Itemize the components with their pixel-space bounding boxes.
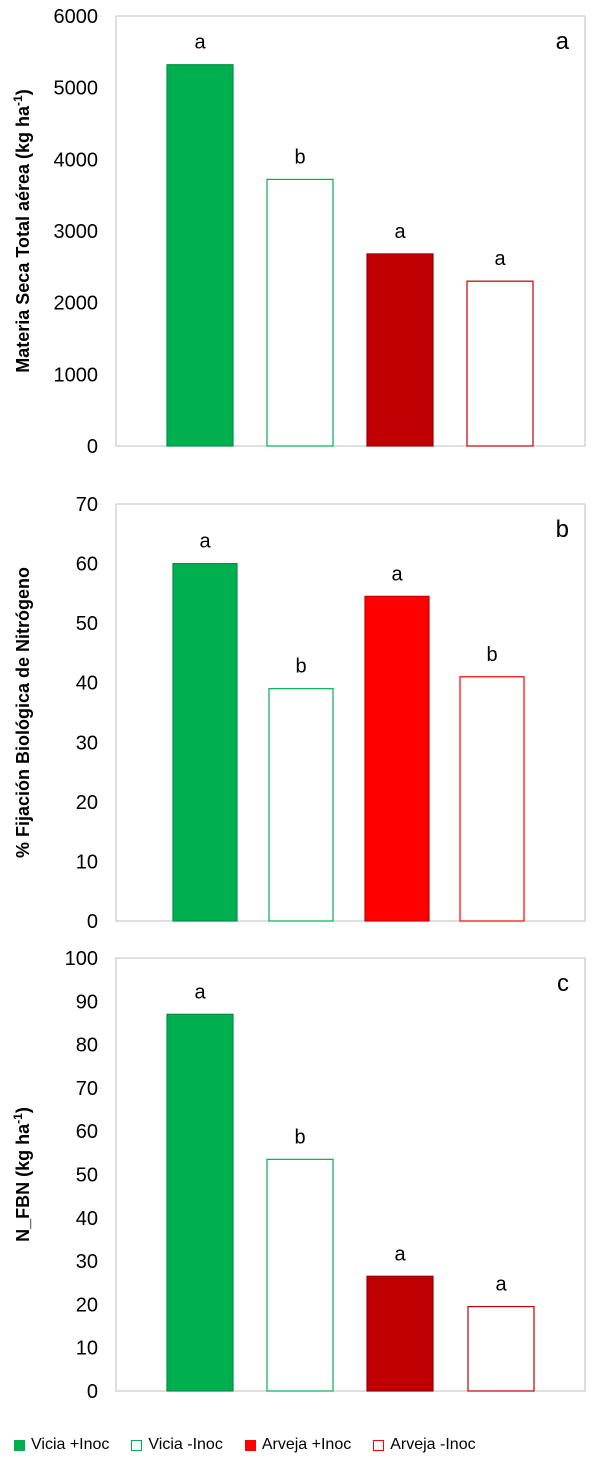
y-tick-label-c: 20 bbox=[76, 1294, 98, 1316]
legend-item-arveja-no-inoc: Arveja -Inoc bbox=[373, 1436, 476, 1454]
y-tick-label-c: 50 bbox=[76, 1165, 98, 1187]
y-tick-label-b: 20 bbox=[76, 792, 98, 814]
panel-label-c: c bbox=[557, 970, 569, 997]
significance-letter-b-4: b bbox=[486, 644, 497, 666]
significance-letter-b-2: b bbox=[295, 656, 306, 678]
y-tick-label-c: 0 bbox=[87, 1381, 98, 1403]
panel-label-a: a bbox=[556, 28, 570, 55]
y-tick-label-a: 0 bbox=[87, 436, 98, 458]
y-axis-label-a: Materia Seca Total aérea (kg ha-1) bbox=[11, 89, 33, 372]
legend-swatch-arveja-no-inoc bbox=[373, 1439, 385, 1451]
significance-letter-c-2: b bbox=[294, 1126, 305, 1148]
y-tick-label-b: 30 bbox=[76, 732, 98, 754]
bar-a-4 bbox=[466, 280, 534, 447]
chart-legend: Vicia +Inoc Vicia -Inoc Arveja +Inoc Arv… bbox=[14, 1430, 600, 1460]
y-tick-label-c: 10 bbox=[76, 1338, 98, 1360]
bar-b-4 bbox=[459, 676, 525, 922]
significance-letter-a-2: b bbox=[294, 146, 305, 168]
significance-letter-b-3: a bbox=[391, 563, 403, 585]
significance-letter-c-4: a bbox=[495, 1274, 507, 1296]
y-tick-label-c: 70 bbox=[76, 1078, 98, 1100]
plot-frame-c bbox=[115, 957, 586, 1392]
y-tick-label-a: 5000 bbox=[54, 78, 99, 100]
legend-label-arveja-inoc: Arveja +Inoc bbox=[261, 1436, 352, 1453]
y-tick-label-c: 90 bbox=[76, 991, 98, 1013]
y-axis-label-c: N_FBN (kg ha-1) bbox=[11, 1107, 33, 1242]
y-tick-label-c: 100 bbox=[65, 948, 98, 970]
y-tick-label-b: 10 bbox=[76, 851, 98, 873]
bar-b-1 bbox=[172, 562, 238, 922]
bar-c-3 bbox=[366, 1275, 434, 1392]
legend-item-vicia-inoc: Vicia +Inoc bbox=[14, 1436, 109, 1454]
y-tick-label-b: 70 bbox=[76, 494, 98, 516]
legend-swatch-vicia-no-inoc bbox=[131, 1439, 143, 1451]
y-tick-label-c: 60 bbox=[76, 1121, 98, 1143]
legend-item-vicia-no-inoc: Vicia -Inoc bbox=[131, 1436, 223, 1454]
plot-frame-b bbox=[115, 503, 586, 922]
y-tick-label-a: 6000 bbox=[54, 6, 99, 28]
bar-b-3 bbox=[364, 595, 430, 922]
y-tick-label-b: 40 bbox=[76, 673, 98, 695]
y-tick-label-a: 2000 bbox=[54, 293, 99, 315]
panel-label-b: b bbox=[556, 516, 569, 543]
significance-letter-a-3: a bbox=[394, 221, 406, 243]
y-tick-label-b: 0 bbox=[87, 911, 98, 933]
legend-label-arveja-no-inoc: Arveja -Inoc bbox=[390, 1436, 476, 1453]
legend-label-vicia-inoc: Vicia +Inoc bbox=[31, 1436, 110, 1453]
y-tick-label-a: 4000 bbox=[54, 149, 99, 171]
y-tick-label-a: 1000 bbox=[54, 364, 99, 386]
plot-frame-a bbox=[115, 15, 586, 447]
y-tick-label-b: 60 bbox=[76, 554, 98, 576]
significance-letter-c-1: a bbox=[194, 981, 206, 1003]
bar-b-2 bbox=[268, 688, 334, 922]
legend-label-vicia-no-inoc: Vicia -Inoc bbox=[148, 1436, 223, 1453]
y-tick-label-c: 40 bbox=[76, 1208, 98, 1230]
y-tick-label-b: 50 bbox=[76, 613, 98, 635]
y-tick-label-c: 30 bbox=[76, 1251, 98, 1273]
significance-letter-a-1: a bbox=[194, 32, 206, 54]
legend-swatch-vicia-inoc bbox=[14, 1439, 25, 1451]
y-axis-label-b: % Fijación Biológica de Nitrógeno bbox=[13, 567, 33, 858]
bar-c-2 bbox=[266, 1158, 334, 1392]
y-tick-label-c: 80 bbox=[76, 1035, 98, 1057]
bar-c-1 bbox=[166, 1013, 234, 1392]
y-tick-label-a: 3000 bbox=[54, 221, 99, 243]
legend-swatch-arveja-inoc bbox=[244, 1439, 256, 1451]
significance-letter-a-4: a bbox=[494, 248, 506, 270]
bar-a-2 bbox=[266, 178, 334, 447]
significance-letter-c-3: a bbox=[394, 1243, 406, 1265]
significance-letter-b-1: a bbox=[199, 531, 211, 553]
bar-a-3 bbox=[366, 253, 434, 447]
legend-item-arveja-inoc: Arveja +Inoc bbox=[244, 1436, 352, 1454]
bar-a-1 bbox=[166, 64, 234, 447]
bar-c-4 bbox=[467, 1305, 535, 1392]
